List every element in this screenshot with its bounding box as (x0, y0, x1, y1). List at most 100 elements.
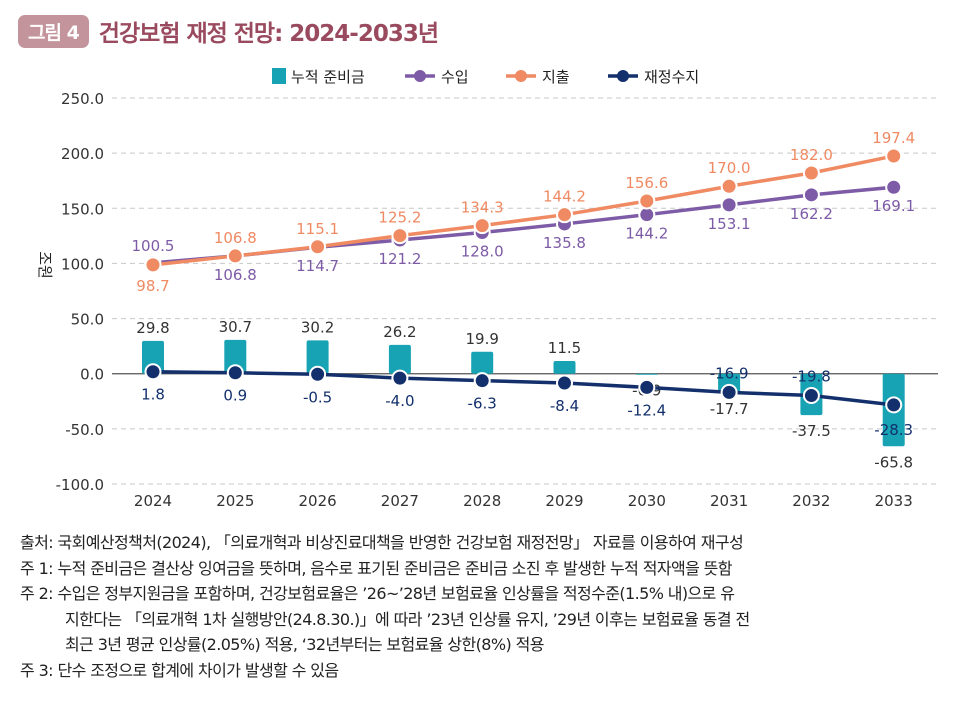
chart: 250.0 200.0 150.0 100.0 50.0 0.0 -50.0 -100.0 조원… (36, 68, 938, 510)
revenue-label: 162.2 (790, 205, 833, 223)
chart-title: 건강보험 재정 전망: 2024-2033년 (98, 21, 439, 47)
x-tick-label: 2024 (134, 492, 172, 510)
y-tick-label: 150.0 (61, 200, 104, 218)
expense-point (226, 247, 244, 265)
revenue-label: 114.7 (296, 257, 339, 275)
y-tick-label: 50.0 (71, 311, 104, 329)
revenue-label: 106.8 (214, 266, 257, 284)
expense-label: 182.0 (790, 146, 833, 164)
legend-swatch-reserve (272, 68, 286, 84)
balance-point (885, 396, 903, 414)
reserve-bar (388, 344, 411, 374)
expense-label: 156.6 (625, 174, 668, 192)
revenue-label: 153.1 (708, 215, 751, 233)
balance-label: -8.4 (550, 397, 579, 415)
legend-marker-revenue (414, 70, 426, 82)
expense-point (720, 177, 738, 195)
revenue-point (885, 178, 903, 196)
expense-label: 98.7 (136, 277, 169, 295)
balance-label: -16.9 (710, 364, 749, 382)
reserve-bar-label: -65.8 (874, 453, 913, 471)
revenue-label: 144.2 (625, 225, 668, 243)
expense-label: 170.0 (708, 159, 751, 177)
balance-point (144, 363, 162, 381)
balance-point (309, 365, 327, 383)
expense-point (802, 164, 820, 182)
y-tick-label: -50.0 (65, 421, 104, 439)
notes: 출처: 국회예산정책처(2024), 「의료개혁과 비상진료대책을 반영한 건강… (20, 530, 750, 683)
x-tick-label: 2032 (792, 492, 830, 510)
reserve-bar (635, 373, 658, 375)
y-axis-label: 조원 (36, 251, 54, 279)
balance-point (556, 374, 573, 392)
balance-point (802, 387, 820, 405)
balance-label: -28.3 (874, 421, 913, 439)
x-tick-label: 2033 (875, 492, 913, 510)
expense-label: 134.3 (461, 199, 504, 217)
note-3: 주 3: 단수 조정으로 합계에 차이가 발생할 수 있음 (20, 660, 339, 680)
note-1: 주 1: 누적 준비금은 결산상 잉여금을 뜻하며, 음수로 표기된 준비금은 … (20, 558, 733, 578)
reserve-bar-label: 30.7 (219, 318, 252, 336)
reserve-bar-label: -17.7 (710, 400, 749, 418)
expense-point (473, 217, 491, 235)
y-tick-label: 100.0 (61, 255, 104, 273)
revenue-label: 169.1 (872, 197, 915, 215)
note-2: 주 2: 수입은 정부지원금을 포함하며, 건강보험료율은 ’26~’28년 보… (20, 584, 735, 603)
figure-header: 그림 4 건강보험 재정 전망: 2024-2033년 (18, 14, 439, 48)
reserve-bar-label: 26.2 (383, 323, 416, 341)
expense-line (152, 154, 895, 267)
reserve-bar-label: 19.9 (465, 330, 498, 348)
balance-label: -19.8 (792, 368, 831, 386)
balance-label: -4.0 (385, 392, 414, 410)
expense-point (885, 147, 903, 165)
expense-point (309, 238, 327, 256)
balance-label: 1.8 (141, 386, 165, 404)
figure-badge: 그림 4 (18, 14, 89, 48)
expense-label: 197.4 (872, 129, 915, 147)
expense-point (638, 192, 656, 210)
expense-label: 125.2 (378, 209, 421, 227)
balance-label: -12.4 (627, 401, 666, 419)
reserve-bar (224, 339, 247, 374)
reserve-bar (553, 361, 576, 374)
revenue-point (802, 186, 820, 204)
x-tick-label: 2028 (463, 492, 501, 510)
revenue-label: 128.0 (461, 243, 504, 261)
legend-marker-balance (617, 70, 629, 82)
expense-point (391, 227, 409, 245)
expense-label: 115.1 (296, 220, 339, 238)
reserve-bar-label: 11.5 (548, 339, 581, 357)
x-tick-label: 2027 (381, 492, 419, 510)
balance-label: 0.9 (223, 387, 247, 405)
y-tick-label: 250.0 (61, 90, 104, 108)
revenue-label: 121.2 (378, 250, 421, 268)
y-tick-label: 200.0 (61, 145, 104, 163)
expense-point (556, 206, 573, 224)
expense-label: 106.8 (214, 229, 257, 247)
balance-label: -0.5 (303, 388, 332, 406)
revenue-point (720, 196, 738, 214)
x-tick-label: 2025 (216, 492, 254, 510)
x-tick-label: 2026 (299, 492, 337, 510)
expense-label: 144.2 (543, 188, 586, 206)
balance-point (473, 372, 491, 390)
balance-point (638, 378, 656, 396)
x-tick-label: 2031 (710, 492, 748, 510)
legend-label: 누적 준비금 (291, 68, 365, 86)
balance-point (226, 364, 244, 382)
revenue-label: 100.5 (132, 237, 175, 255)
expense-point (144, 256, 162, 274)
balance-label: -6.3 (468, 395, 497, 413)
x-tick-label: 2029 (545, 492, 583, 510)
note-2-cont: 최근 3년 평균 인상률(2.05%) 적용, ‘32년부터는 보험료율 상한(… (65, 635, 544, 654)
y-tick-label: 0.0 (80, 366, 104, 384)
reserve-bar-label: 30.2 (301, 318, 334, 336)
reserve-bar-label: -37.5 (792, 422, 831, 440)
revenue-label: 135.8 (543, 234, 586, 252)
legend-marker-expense (515, 70, 527, 82)
note-2-cont: 지한다는 「의료개혁 1차 실행방안(24.8.30.)」에 따라 ’23년 인… (65, 609, 750, 629)
balance-point (391, 369, 409, 387)
legend-label: 수입 (441, 68, 469, 86)
y-tick-label: -100.0 (56, 476, 104, 494)
balance-point (720, 383, 738, 401)
